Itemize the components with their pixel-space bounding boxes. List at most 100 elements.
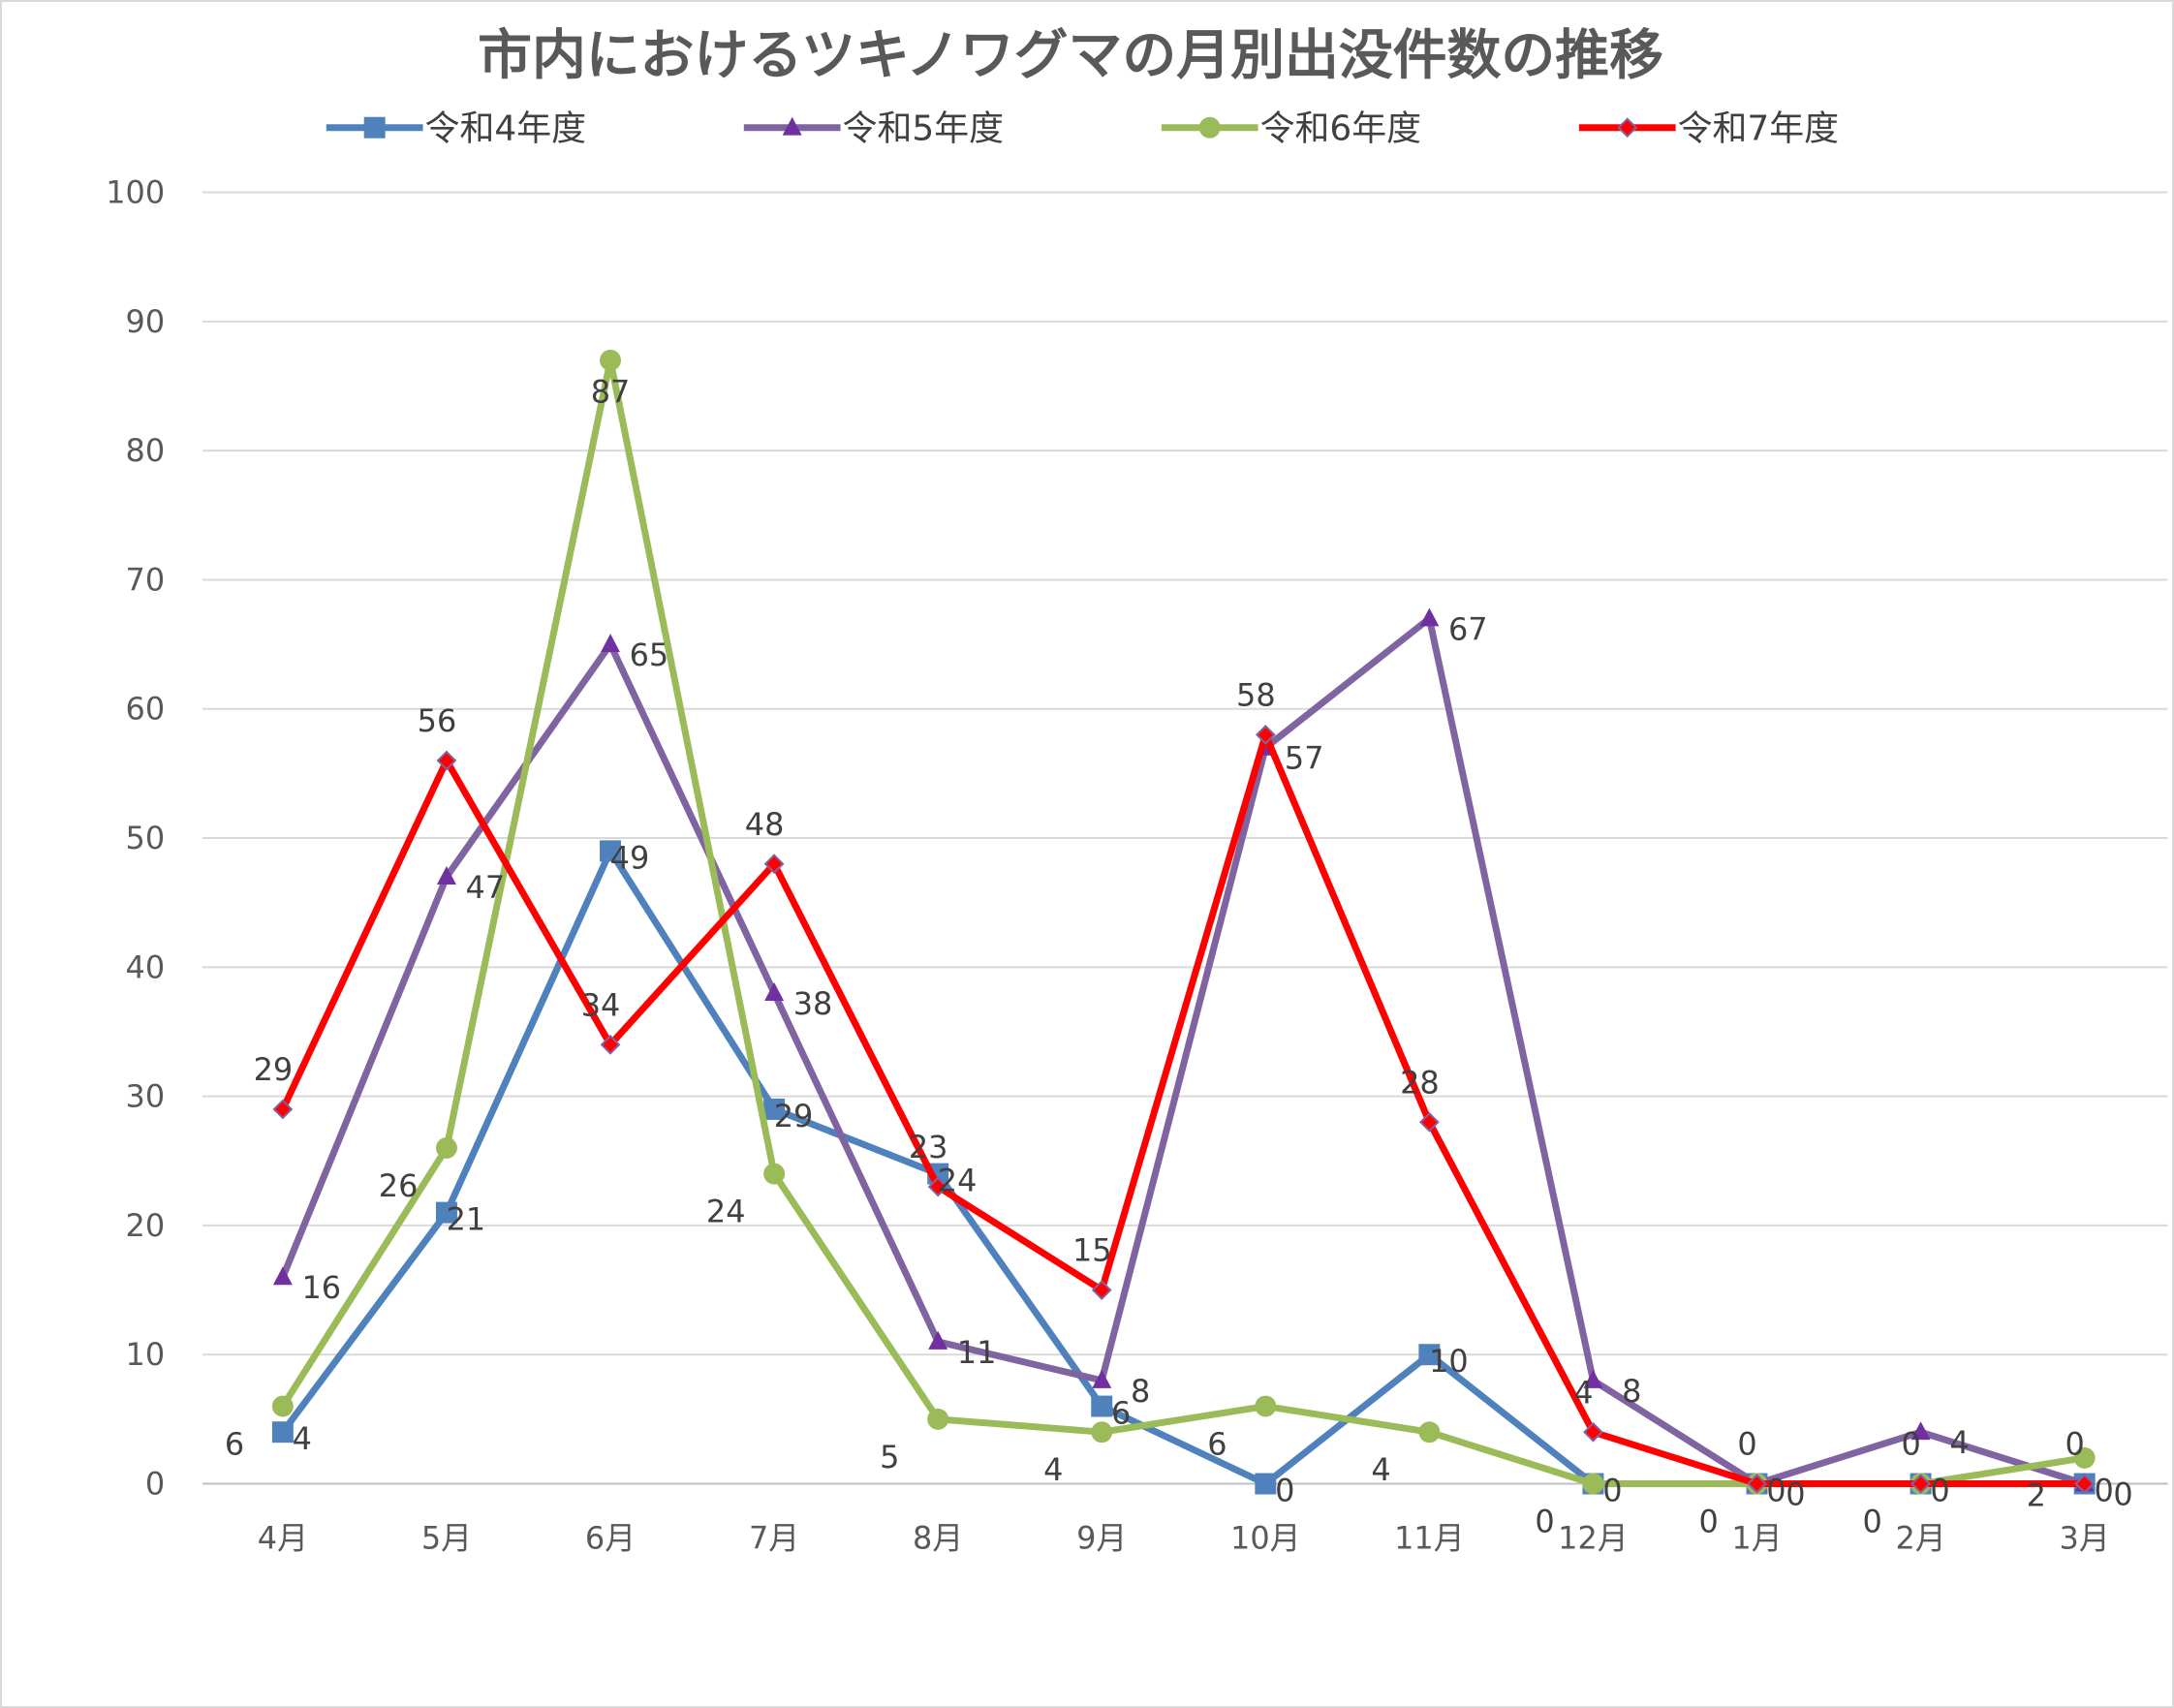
marker-circle xyxy=(2073,1446,2096,1469)
data-label: 0 xyxy=(2113,1475,2132,1512)
legend: 令和4年度 令和5年度 令和6年度 令和7年度 xyxy=(326,109,1839,149)
series-3 xyxy=(271,349,2096,1495)
marker-diamond xyxy=(1418,1111,1440,1133)
legend-label: 令和6年度 xyxy=(1260,109,1421,149)
data-label: 11 xyxy=(957,1334,997,1371)
data-label: 16 xyxy=(301,1269,341,1306)
x-tick-label: 10月 xyxy=(1230,1519,1301,1556)
y-tick-label: 80 xyxy=(126,432,166,469)
data-label: 0 xyxy=(1786,1475,1805,1512)
marker-triangle xyxy=(764,982,785,1001)
marker-circle xyxy=(763,1163,786,1185)
marker-diamond xyxy=(927,1176,948,1197)
marker-triangle xyxy=(601,634,621,653)
x-tick-label: 12月 xyxy=(1558,1519,1629,1556)
data-label: 6 xyxy=(225,1425,244,1462)
data-label: 28 xyxy=(1400,1064,1440,1101)
data-label: 0 xyxy=(1602,1472,1622,1508)
data-label: 4 xyxy=(1043,1451,1063,1488)
marker-circle xyxy=(435,1136,457,1159)
x-tick-label: 4月 xyxy=(258,1519,308,1556)
data-label: 29 xyxy=(774,1098,814,1134)
data-label: 4 xyxy=(1949,1424,1969,1461)
data-label: 0 xyxy=(1737,1426,1756,1463)
data-label: 0 xyxy=(1698,1503,1718,1539)
marker-triangle xyxy=(1910,1421,1931,1441)
data-label: 0 xyxy=(1930,1472,1949,1508)
legend-label: 令和7年度 xyxy=(1678,109,1839,149)
legend-label: 令和5年度 xyxy=(843,109,1004,149)
marker-circle xyxy=(600,349,622,371)
x-tick-label: 6月 xyxy=(585,1519,636,1556)
data-label: 21 xyxy=(447,1201,486,1238)
y-tick-label: 70 xyxy=(126,561,166,598)
data-label: 23 xyxy=(909,1129,948,1165)
data-label: 58 xyxy=(1236,676,1276,713)
marker-triangle xyxy=(1419,607,1440,627)
data-label: 56 xyxy=(418,702,457,739)
marker-square xyxy=(435,1201,457,1224)
y-axis: 0 10 20 30 40 50 60 70 80 90 100 xyxy=(106,174,165,1503)
marker-circle xyxy=(927,1408,949,1430)
marker-diamond xyxy=(1583,1421,1603,1443)
legend-label: 令和4年度 xyxy=(425,109,586,149)
x-tick-label: 5月 xyxy=(421,1519,472,1556)
marker-circle xyxy=(1582,1473,1604,1495)
data-label: 8 xyxy=(1622,1373,1641,1410)
marker-diamond xyxy=(1747,1474,1767,1494)
marker-diamond xyxy=(1617,117,1638,139)
data-label: 5 xyxy=(880,1439,899,1475)
marker-triangle xyxy=(1583,1369,1603,1388)
marker-square xyxy=(363,116,386,139)
marker-square xyxy=(763,1098,786,1120)
data-label: 65 xyxy=(630,637,669,673)
y-tick-label: 60 xyxy=(126,691,166,728)
data-label: 29 xyxy=(254,1051,294,1088)
marker-diamond xyxy=(1255,725,1276,745)
marker-triangle xyxy=(1092,1369,1112,1388)
marker-triangle xyxy=(436,866,456,885)
data-label: 34 xyxy=(581,986,621,1023)
data-label: 24 xyxy=(938,1163,978,1199)
x-axis: 4月 5月 6月 7月 8月 9月 10月 11月 12月 1月 2月 3月 xyxy=(258,1519,2110,1556)
marker-square xyxy=(1091,1395,1113,1417)
data-label: 4 xyxy=(1573,1374,1593,1411)
y-tick-label: 30 xyxy=(126,1078,166,1115)
y-tick-label: 0 xyxy=(145,1465,165,1502)
data-label: 0 xyxy=(1901,1426,1920,1463)
data-label: 49 xyxy=(610,839,650,876)
marker-circle xyxy=(1255,1395,1277,1417)
series-line xyxy=(279,357,2086,1488)
data-label: 0 xyxy=(1766,1472,1786,1508)
legend-item: 令和6年度 xyxy=(1161,109,1421,149)
data-label: 26 xyxy=(379,1167,419,1204)
marker-square xyxy=(600,840,622,862)
x-tick-label: 9月 xyxy=(1076,1519,1127,1556)
x-tick-label: 11月 xyxy=(1394,1519,1465,1556)
marker-diamond xyxy=(2074,1474,2096,1494)
y-tick-label: 20 xyxy=(126,1207,166,1244)
data-label: 0 xyxy=(1863,1503,1882,1539)
chart-title: 市内におけるツキノワグマの月別出没件数の推移 xyxy=(478,24,1663,87)
series-line xyxy=(279,614,2086,1488)
data-label: 47 xyxy=(466,869,506,906)
marker-diamond xyxy=(763,854,785,875)
series-4 xyxy=(272,725,2096,1494)
data-label: 24 xyxy=(706,1193,746,1229)
data-label: 15 xyxy=(1072,1232,1112,1269)
x-tick-label: 1月 xyxy=(1731,1519,1782,1556)
data-label: 38 xyxy=(793,985,833,1022)
y-tick-label: 40 xyxy=(126,948,166,985)
x-tick-label: 2月 xyxy=(1895,1519,1945,1556)
marker-diamond xyxy=(1910,1474,1931,1494)
y-tick-label: 90 xyxy=(126,303,166,340)
marker-triangle xyxy=(272,1266,293,1286)
marker-triangle xyxy=(928,1330,948,1350)
series-line xyxy=(279,730,2085,1488)
data-label: 6 xyxy=(1207,1425,1227,1462)
marker-circle xyxy=(1091,1421,1113,1444)
marker-diamond xyxy=(1091,1280,1112,1300)
marker-circle xyxy=(1418,1421,1441,1444)
